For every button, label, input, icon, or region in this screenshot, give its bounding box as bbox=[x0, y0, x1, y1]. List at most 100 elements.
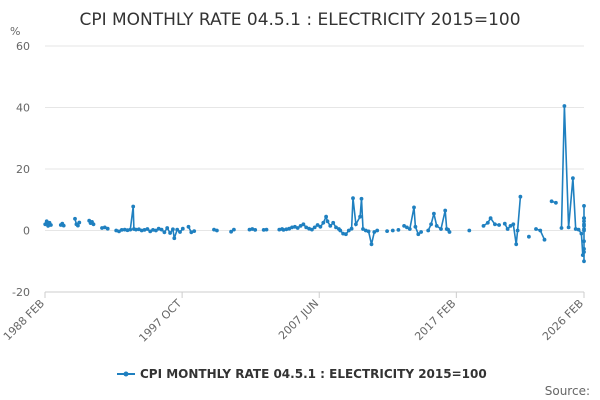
x-tick-label: 1988 FEB bbox=[1, 297, 47, 343]
x-tick-label: 2007 JUN bbox=[276, 297, 321, 342]
data-point bbox=[43, 222, 48, 227]
data-point bbox=[416, 232, 421, 237]
data-point bbox=[351, 196, 355, 201]
data-point bbox=[407, 227, 412, 231]
source-label: Source: bbox=[545, 384, 590, 398]
data-point bbox=[281, 228, 286, 232]
data-point bbox=[359, 196, 364, 201]
data-point bbox=[566, 225, 571, 230]
data-point bbox=[145, 227, 150, 231]
data-point bbox=[312, 225, 317, 230]
data-point bbox=[76, 223, 80, 228]
data-point bbox=[514, 242, 519, 247]
data-point bbox=[180, 226, 185, 231]
y-tick-label: 60 bbox=[16, 40, 30, 53]
data-point bbox=[582, 250, 586, 254]
data-point bbox=[344, 232, 348, 237]
x-axis-ticks: 1988 FEB 1997 OCT 2007 JUN 2017 FEB 2026 FEB bbox=[1, 292, 586, 345]
data-point bbox=[361, 227, 365, 231]
data-point bbox=[402, 224, 406, 228]
data-point bbox=[582, 247, 586, 251]
data-point bbox=[434, 224, 439, 228]
data-point bbox=[232, 227, 236, 232]
data-point bbox=[178, 230, 182, 234]
data-point bbox=[582, 222, 586, 227]
data-point bbox=[338, 228, 343, 233]
y-tick-label: -20 bbox=[12, 286, 30, 299]
data-point bbox=[366, 229, 371, 234]
data-point bbox=[105, 226, 110, 231]
data-point bbox=[582, 228, 586, 233]
data-point bbox=[412, 205, 416, 210]
data-point bbox=[534, 227, 538, 231]
data-point bbox=[253, 228, 258, 232]
data-point bbox=[481, 224, 486, 228]
data-point bbox=[119, 228, 124, 232]
data-point bbox=[151, 228, 155, 232]
data-point bbox=[485, 220, 490, 225]
data-point bbox=[497, 223, 501, 227]
data-point bbox=[580, 253, 585, 257]
data-point bbox=[131, 204, 136, 209]
data-point bbox=[162, 230, 167, 235]
data-point bbox=[429, 222, 433, 227]
data-point bbox=[375, 228, 380, 233]
data-point bbox=[324, 214, 328, 219]
data-point bbox=[148, 229, 153, 234]
data-point bbox=[159, 227, 164, 232]
data-point bbox=[318, 224, 323, 229]
data-point bbox=[515, 228, 520, 233]
data-point bbox=[212, 227, 216, 232]
data-point bbox=[192, 229, 197, 234]
data-point bbox=[582, 259, 586, 264]
data-point bbox=[549, 199, 554, 204]
data-point bbox=[576, 227, 581, 232]
data-point bbox=[102, 225, 107, 230]
data-point bbox=[117, 229, 121, 234]
legend-label: CPI MONTHLY RATE 04.5.1 : ELECTRICITY 20… bbox=[140, 367, 487, 381]
data-point bbox=[439, 227, 443, 231]
x-tick-label: 2017 FEB bbox=[412, 297, 458, 343]
data-point bbox=[310, 227, 314, 232]
data-point bbox=[298, 224, 303, 228]
legend[interactable]: CPI MONTHLY RATE 04.5.1 : ELECTRICITY 20… bbox=[117, 367, 487, 381]
data-point bbox=[172, 236, 177, 241]
y-axis-unit-label: % bbox=[10, 25, 20, 38]
data-point bbox=[165, 226, 170, 230]
data-point bbox=[405, 225, 409, 230]
data-point bbox=[328, 224, 333, 228]
data-point bbox=[447, 230, 452, 234]
data-point bbox=[73, 216, 77, 221]
series-line bbox=[115, 206, 184, 239]
data-point bbox=[571, 176, 575, 181]
data-point bbox=[354, 222, 358, 227]
data-point bbox=[264, 227, 269, 232]
y-tick-label: 20 bbox=[16, 163, 30, 176]
data-point bbox=[538, 228, 543, 233]
data-point bbox=[295, 226, 300, 230]
data-point bbox=[432, 211, 436, 216]
data-point bbox=[215, 228, 219, 233]
data-point bbox=[229, 229, 234, 234]
data-point bbox=[91, 222, 96, 227]
data-point bbox=[562, 104, 567, 108]
data-point bbox=[290, 225, 294, 230]
data-point bbox=[385, 229, 389, 234]
data-point bbox=[505, 227, 510, 231]
data-point bbox=[527, 234, 531, 239]
data-point bbox=[508, 224, 513, 228]
data-point bbox=[301, 222, 306, 227]
data-point bbox=[142, 228, 147, 232]
data-point bbox=[390, 228, 395, 233]
data-point bbox=[261, 228, 266, 232]
data-point bbox=[413, 224, 418, 229]
data-point bbox=[579, 231, 584, 236]
data-point bbox=[331, 220, 336, 225]
data-point bbox=[582, 204, 586, 208]
data-point bbox=[511, 222, 516, 227]
data-point bbox=[186, 224, 191, 229]
series-line bbox=[560, 105, 585, 262]
data-point bbox=[154, 228, 158, 233]
data-point bbox=[426, 228, 431, 233]
